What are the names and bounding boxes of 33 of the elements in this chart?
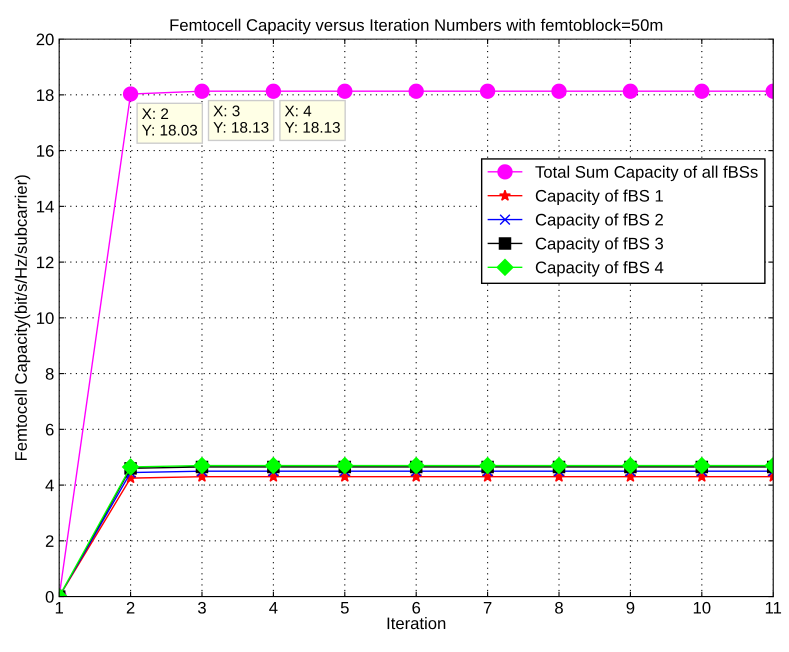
y-tick-label: 20: [36, 34, 54, 46]
y-tick-label: 6: [46, 424, 54, 436]
y-tick-label: 16: [37, 145, 54, 157]
annotation: X: 2 Y: 18.03: [142, 108, 198, 136]
x-tick-label: 8: [555, 602, 563, 614]
x-tick-label: 4: [269, 602, 278, 614]
x-tick-label: 6: [412, 602, 420, 614]
x-tick-label: 5: [340, 602, 349, 614]
legend-label: Capacity of fBS 2: [536, 213, 663, 229]
legend-label: Capacity of fBS 1: [536, 189, 663, 206]
x-axis-title: Iteration: [388, 616, 446, 630]
legend-label: Capacity of fBS 4: [536, 261, 664, 277]
y-axis-title: Femtocell Capacity(bit/s/Hz/subcarrier): [14, 175, 30, 460]
legend-label: Total Sum Capacity of all fBSs: [535, 166, 758, 182]
x-tick-label: 2: [126, 602, 134, 614]
annotation: X: 4 Y: 18.13: [284, 106, 340, 133]
legend-label: Capacity of fBS 3: [536, 237, 664, 253]
annotation: X: 3 Y: 18.13: [213, 106, 268, 133]
x-tick-label: 3: [198, 602, 206, 614]
x-tick-label: 7: [484, 602, 492, 614]
y-tick-label: 8: [46, 368, 54, 380]
x-tick-label: 9: [626, 602, 634, 614]
x-tick-label: 10: [694, 602, 710, 614]
y-tick-label: 18: [37, 89, 54, 102]
y-tick-label: 10: [37, 312, 54, 324]
y-tick-label: 14: [37, 200, 54, 212]
chart-title: Femtocell Capacity versus Iteration Numbers with femtoblock=50m: [170, 18, 662, 34]
y-tick-label: 0: [46, 590, 54, 603]
x-tick-label: 1: [56, 602, 63, 614]
y-tick-label: 2: [46, 535, 54, 547]
y-tick-label: 12: [37, 256, 54, 268]
y-tick-label: 4: [45, 480, 54, 492]
x-tick-label: 11: [766, 602, 782, 614]
